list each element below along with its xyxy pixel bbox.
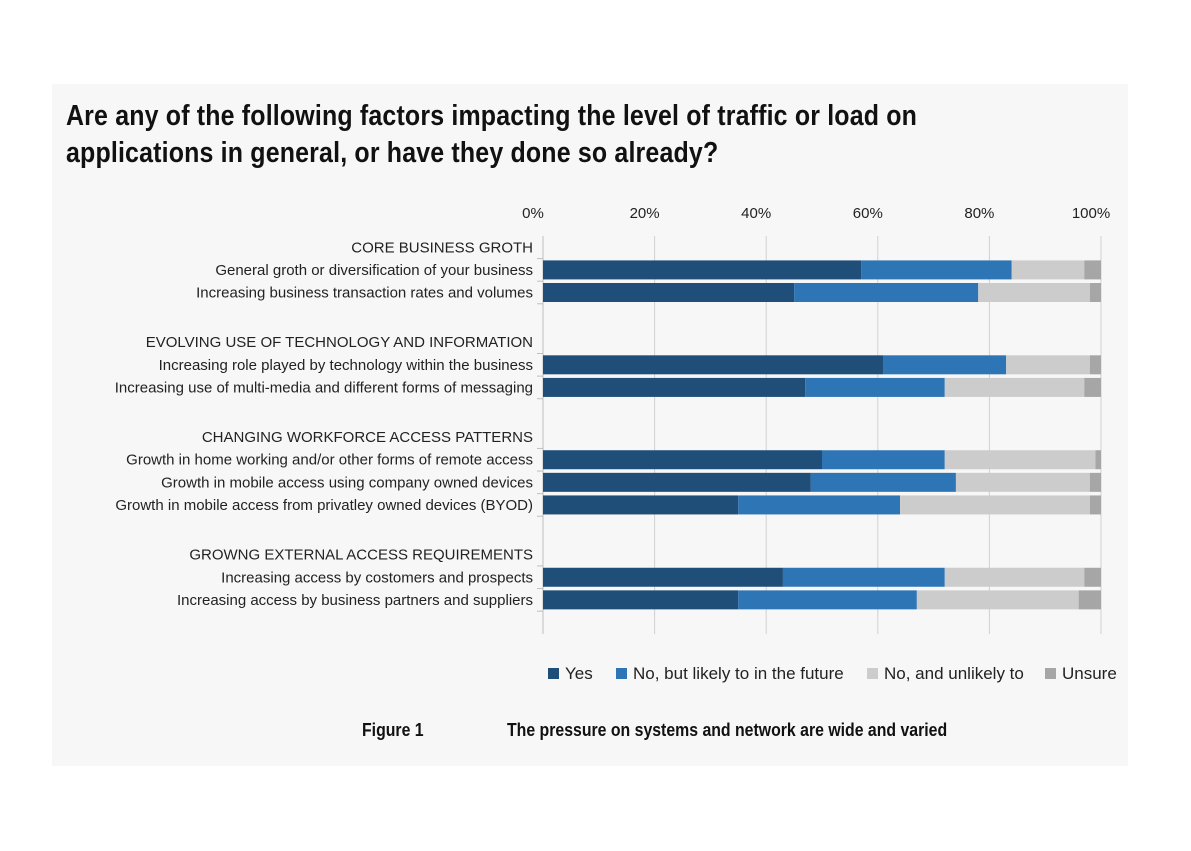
bar-yes xyxy=(543,260,862,280)
bar-no-but-likely-to-in-the-future xyxy=(883,355,1007,375)
figure-caption: The pressure on systems and network are … xyxy=(507,720,948,740)
group-heading: GROWNG EXTERNAL ACCESS REQUIREMENTS xyxy=(189,547,533,564)
bar-yes xyxy=(543,377,806,397)
category-label: Increasing role played by technology wit… xyxy=(159,357,533,374)
bar-no-but-likely-to-in-the-future xyxy=(822,450,945,470)
x-tick-label: 80% xyxy=(964,205,994,222)
group-heading: CORE BUSINESS GROTH xyxy=(351,239,533,256)
category-label: Growth in mobile access from privatley o… xyxy=(115,497,533,514)
legend-label: No, but likely to in the future xyxy=(633,664,844,683)
bar-yes xyxy=(543,495,739,515)
legend-label: No, and unlikely to xyxy=(884,664,1024,683)
chart-panel xyxy=(52,84,1128,766)
bar-unsure xyxy=(1095,450,1101,470)
category-label: Growth in mobile access using company ow… xyxy=(161,474,533,491)
bar-no-and-unlikely-to xyxy=(944,377,1085,397)
figure-label: Figure 1 xyxy=(362,720,424,740)
bar-no-and-unlikely-to xyxy=(944,567,1085,587)
category-label: Increasing access by business partners a… xyxy=(177,592,533,609)
x-tick-label: 40% xyxy=(741,205,771,222)
legend-swatch xyxy=(548,668,559,679)
group-heading: EVOLVING USE OF TECHNOLOGY AND INFORMATI… xyxy=(146,334,533,351)
bar-yes xyxy=(543,355,884,375)
category-label: Increasing business transaction rates an… xyxy=(196,285,533,302)
legend-label: Yes xyxy=(565,664,593,683)
bar-no-but-likely-to-in-the-future xyxy=(805,377,945,397)
bar-no-and-unlikely-to xyxy=(1011,260,1085,280)
bar-unsure xyxy=(1084,567,1101,587)
category-label: Increasing access by costomers and prosp… xyxy=(221,569,533,586)
bar-yes xyxy=(543,567,783,587)
bar-no-but-likely-to-in-the-future xyxy=(810,472,956,492)
bar-no-and-unlikely-to xyxy=(978,283,1090,302)
legend-swatch xyxy=(867,668,878,679)
x-tick-label: 20% xyxy=(630,205,660,222)
bar-no-and-unlikely-to xyxy=(1006,355,1090,375)
bar-no-but-likely-to-in-the-future xyxy=(738,590,917,610)
category-label: Growth in home working and/or other form… xyxy=(126,452,533,469)
group-heading: CHANGING WORKFORCE ACCESS PATTERNS xyxy=(202,429,533,446)
x-tick-label: 100% xyxy=(1072,205,1110,222)
bar-unsure xyxy=(1089,472,1101,492)
legend-swatch xyxy=(1045,668,1056,679)
category-label: Increasing use of multi-media and differ… xyxy=(115,379,533,396)
x-tick-label: 0% xyxy=(522,205,544,222)
bar-unsure xyxy=(1078,590,1101,610)
chart-title: Are any of the following factors impacti… xyxy=(66,100,918,169)
bar-yes xyxy=(543,283,795,302)
bar-yes xyxy=(543,450,822,470)
bar-yes xyxy=(543,590,739,610)
bar-no-and-unlikely-to xyxy=(900,495,1090,515)
bar-no-and-unlikely-to xyxy=(916,590,1079,610)
legend-label: Unsure xyxy=(1062,664,1117,683)
x-tick-label: 60% xyxy=(853,205,883,222)
bar-unsure xyxy=(1084,260,1101,280)
bar-unsure xyxy=(1084,377,1101,397)
bar-no-but-likely-to-in-the-future xyxy=(861,260,1012,280)
legend-swatch xyxy=(616,668,627,679)
bar-no-and-unlikely-to xyxy=(944,450,1096,470)
bar-no-but-likely-to-in-the-future xyxy=(794,283,979,302)
bar-no-but-likely-to-in-the-future xyxy=(738,495,901,515)
bar-no-and-unlikely-to xyxy=(955,472,1090,492)
bar-unsure xyxy=(1089,495,1101,515)
category-label: General groth or diversification of your… xyxy=(215,262,533,279)
bar-unsure xyxy=(1089,283,1101,302)
bar-unsure xyxy=(1089,355,1101,375)
bar-no-but-likely-to-in-the-future xyxy=(782,567,945,587)
bar-yes xyxy=(543,472,811,492)
